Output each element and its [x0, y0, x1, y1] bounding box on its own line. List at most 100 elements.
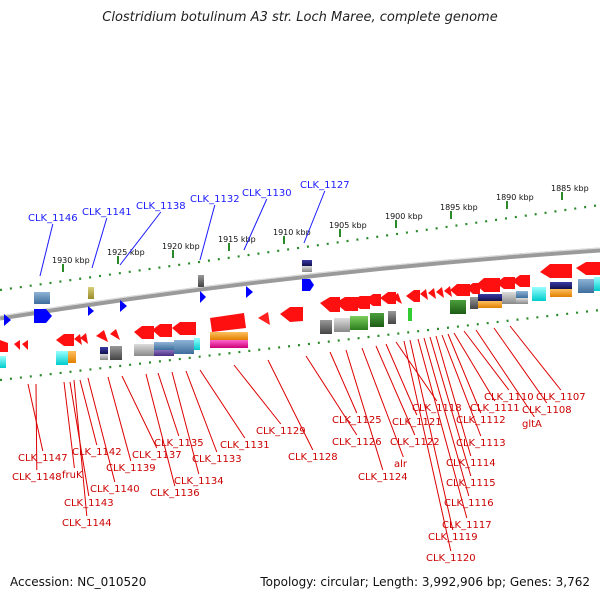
- gene-arrow: [476, 278, 500, 292]
- gene-arrow: [14, 340, 20, 350]
- gene-arrow: [246, 286, 253, 298]
- gene-block: [578, 279, 594, 293]
- gene-block: [34, 292, 50, 304]
- gene-label: CLK_1111: [470, 403, 520, 414]
- gene-block: [502, 292, 516, 304]
- gene-arrow: [4, 314, 11, 326]
- tick-mark: [172, 250, 174, 258]
- gene-arrow: [444, 286, 452, 297]
- gene-block: [516, 291, 528, 298]
- leader-line: [453, 332, 496, 402]
- leader-line: [107, 376, 132, 462]
- leader-line: [475, 329, 535, 418]
- tick-mark: [506, 201, 508, 209]
- gene-block: [550, 289, 572, 297]
- leader-line: [73, 379, 88, 517]
- leader-line: [243, 198, 268, 251]
- leader-line: [199, 369, 246, 439]
- gene-label: alr: [394, 459, 408, 470]
- leader-line: [329, 351, 358, 414]
- leader-line: [79, 379, 98, 446]
- tick-label: 1925 kbp: [107, 248, 145, 257]
- leader-line: [375, 345, 416, 436]
- gene-label: CLK_1115: [446, 478, 496, 489]
- gene-label: CLK_1132: [190, 194, 240, 205]
- tick-label: 1930 kbp: [52, 256, 90, 265]
- gene-arrow: [406, 290, 420, 302]
- leader-line: [345, 349, 384, 471]
- gene-arrow: [350, 296, 370, 309]
- leader-line: [395, 341, 438, 402]
- gene-block: [478, 301, 502, 308]
- gene-arrow: [512, 275, 530, 287]
- leader-line: [305, 355, 358, 436]
- tick-marks: [62, 192, 563, 272]
- gene-label: CLK_1143: [64, 498, 114, 509]
- gene-label: CLK_1142: [72, 447, 122, 458]
- gene-label: CLK_1113: [456, 438, 506, 449]
- gene-arrow: [450, 284, 470, 296]
- gene-arrow: [320, 297, 340, 312]
- gene-block: [154, 342, 174, 350]
- gene-arrow: [436, 287, 444, 298]
- gene-block: [56, 351, 68, 365]
- gene-label: CLK_1107: [536, 392, 586, 403]
- map-title: Clostridium botulinum A3 str. Loch Maree…: [102, 10, 498, 25]
- gene-label: CLK_1114: [446, 458, 496, 469]
- tick-mark: [62, 264, 64, 272]
- gene-label: CLK_1130: [242, 188, 292, 199]
- gene-arrow: [280, 307, 303, 322]
- tick-label: 1910 kbp: [273, 228, 311, 237]
- gene-block: [334, 318, 350, 332]
- leader-line: [199, 204, 216, 261]
- gene-label: CLK_1135: [154, 438, 204, 449]
- gene-block: [516, 298, 528, 304]
- gene-label: CLK_1133: [192, 454, 242, 465]
- leader-line: [417, 338, 468, 519]
- gene-block: [198, 275, 204, 287]
- gene-arrow: [466, 283, 480, 294]
- gene-arrow: [80, 333, 88, 344]
- gene-label: CLK_1108: [522, 405, 572, 416]
- gene-label: CLK_1140: [90, 484, 140, 495]
- tick-label: 1915 kbp: [218, 235, 256, 244]
- leader-line: [463, 330, 510, 391]
- tick-mark: [339, 229, 341, 237]
- gene-arrow: [120, 300, 127, 312]
- label-leader-lines: [27, 190, 562, 552]
- tick-mark: [561, 192, 563, 200]
- gene-arrow: [110, 329, 120, 340]
- gene-block: [174, 340, 194, 354]
- gene-arrow: [22, 340, 28, 350]
- leader-line: [87, 377, 116, 483]
- gene-arrow: [365, 294, 381, 306]
- leader-line: [35, 383, 38, 471]
- gene-arrow: [152, 324, 172, 337]
- leader-line: [39, 223, 54, 277]
- gene-block: [210, 332, 248, 340]
- gene-arrow: [540, 264, 572, 278]
- tick-mark: [283, 236, 285, 244]
- gene-label: CLK_1122: [390, 437, 440, 448]
- gene-label: fruK: [62, 470, 83, 481]
- leader-line: [171, 371, 200, 475]
- bottom-gene-labels: CLK_1147 CLK_1148 fruK CLK_1143 CLK_1144 CLK_…: [12, 392, 586, 564]
- gene-label: CLK_1117: [442, 520, 492, 531]
- leader-line: [441, 334, 482, 437]
- gene-label: CLK_1125: [332, 415, 382, 426]
- gene-arrow: [88, 306, 94, 316]
- leader-line: [119, 211, 162, 266]
- leader-line: [185, 370, 218, 453]
- tick-mark: [395, 220, 397, 228]
- leader-line: [121, 375, 158, 449]
- tick-label: 1900 kbp: [385, 212, 423, 221]
- leader-line: [429, 336, 472, 477]
- tick-label: 1920 kbp: [162, 242, 200, 251]
- leader-line: [145, 373, 176, 487]
- gene-arrow: [134, 326, 154, 339]
- gene-label: CLK_1144: [62, 518, 112, 529]
- gene-label: CLK_1131: [220, 440, 270, 451]
- tick-label: 1885 kbp: [551, 184, 589, 193]
- gene-block: [594, 277, 600, 291]
- gene-arrow: [172, 322, 196, 335]
